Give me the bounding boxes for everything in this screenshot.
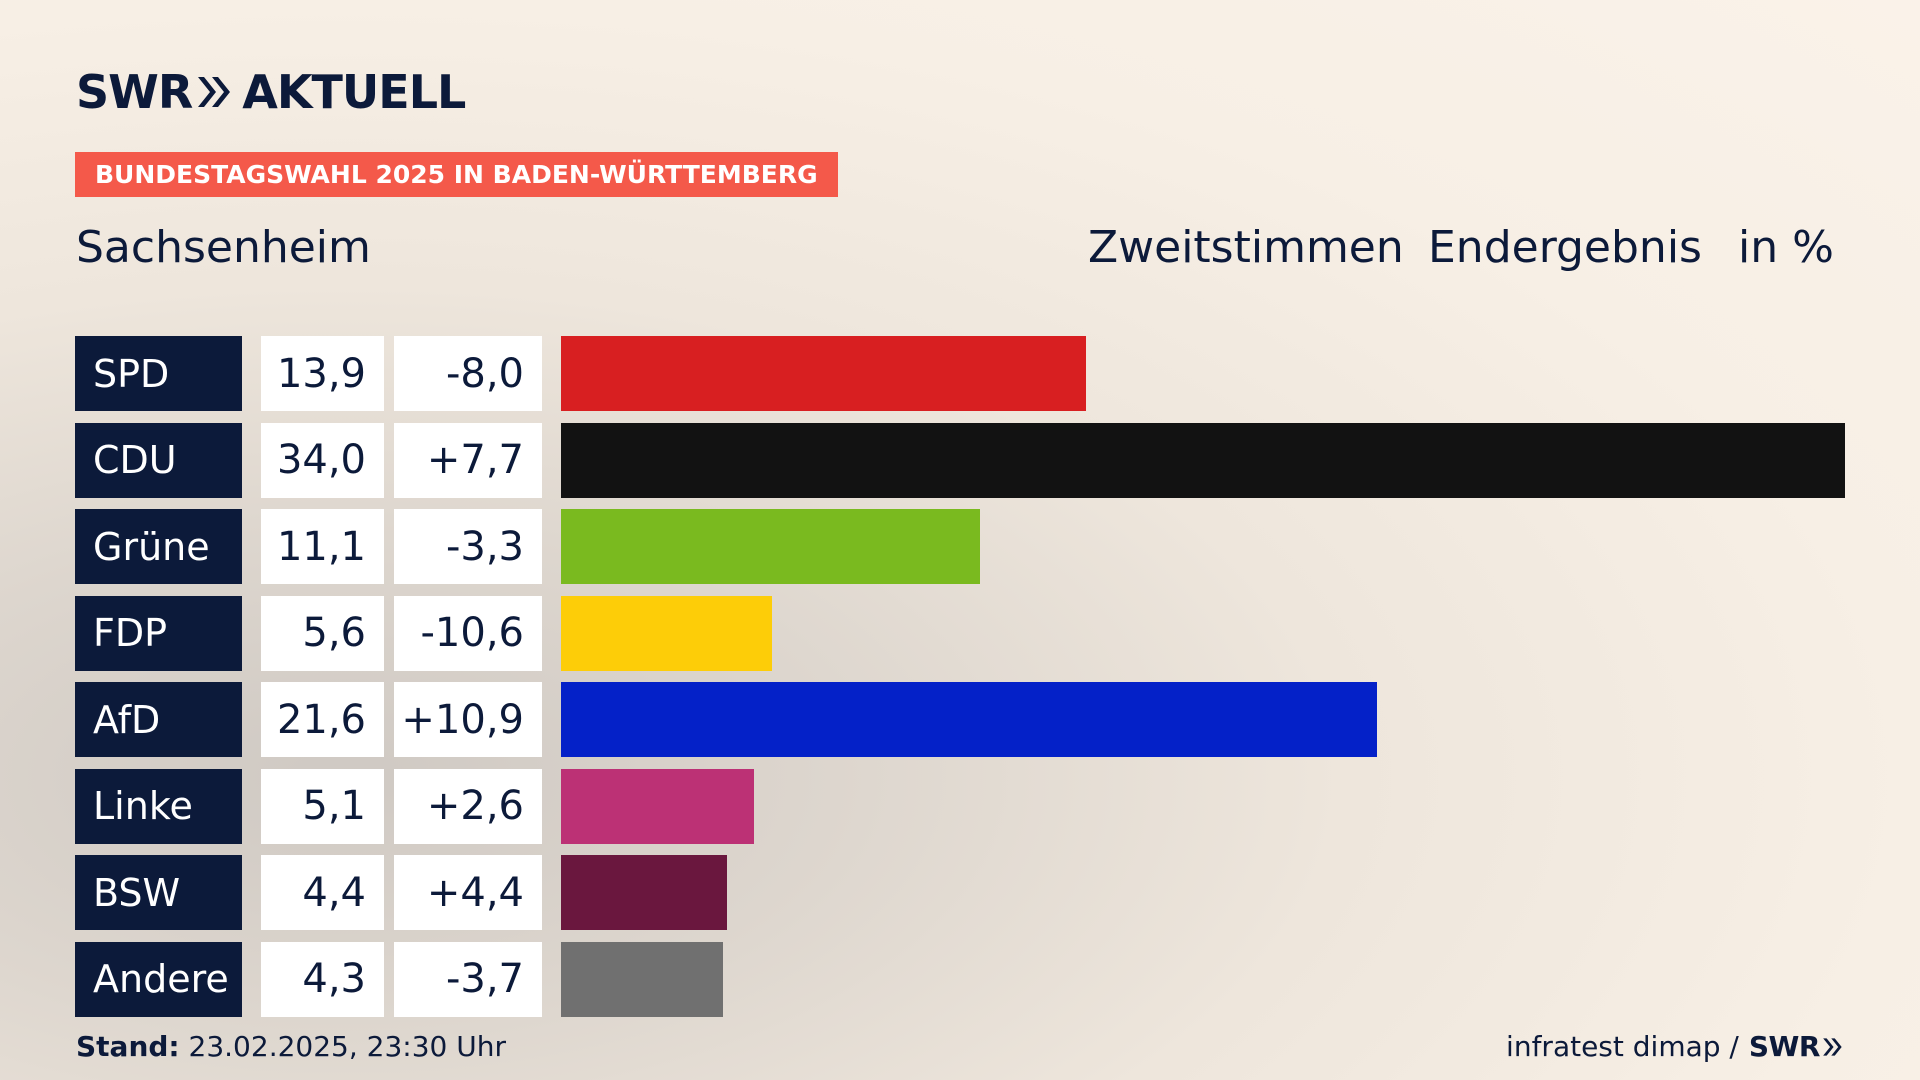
vote-share-value: 5,1	[261, 768, 384, 844]
result-row-6: BSW 4,4 +4,4	[0, 855, 1920, 930]
vote-share-value: 13,9	[261, 336, 384, 411]
place-title: Sachsenheim	[76, 222, 371, 273]
result-bar	[561, 595, 773, 671]
result-bar	[561, 768, 754, 844]
result-bar	[561, 509, 981, 584]
vote-change-value: -10,6	[394, 595, 542, 671]
party-label: Linke	[75, 768, 242, 844]
vote-change-value: +10,9	[394, 682, 542, 757]
logo-aktuell-text: AKTUELL	[242, 65, 466, 119]
vote-change-value: +2,6	[394, 768, 542, 844]
party-label: BSW	[75, 855, 242, 930]
vote-share-value: 4,3	[261, 941, 384, 1017]
double-chevron-icon	[198, 77, 231, 107]
vote-share-value: 34,0	[261, 422, 384, 498]
party-label: SPD	[75, 336, 242, 411]
swr-aktuell-logo: SWR AKTUELL	[76, 65, 466, 119]
vote-share-value: 5,6	[261, 595, 384, 671]
vote-change-value: +4,4	[394, 855, 542, 930]
party-label: Andere	[75, 941, 242, 1017]
result-bar	[561, 336, 1086, 411]
timestamp: Stand: 23.02.2025, 23:30 Uhr	[76, 1030, 506, 1063]
vote-share-value: 21,6	[261, 682, 384, 757]
unit-label: in %	[1738, 222, 1834, 273]
vote-change-value: -8,0	[394, 336, 542, 411]
stand-label: Stand:	[76, 1030, 180, 1063]
vote-change-value: -3,7	[394, 941, 542, 1017]
party-label: FDP	[75, 595, 242, 671]
party-label: Grüne	[75, 509, 242, 584]
result-row-4: AfD 21,6 +10,9	[0, 682, 1920, 757]
vote-share-value: 11,1	[261, 509, 384, 584]
source-text: infratest dimap /	[1506, 1030, 1739, 1063]
vote-type-label: Zweitstimmen	[1088, 222, 1404, 273]
result-row-2: Grüne 11,1 -3,3	[0, 509, 1920, 584]
result-status-label: Endergebnis	[1428, 222, 1702, 273]
result-row-5: Linke 5,1 +2,6	[0, 768, 1920, 844]
party-label: AfD	[75, 682, 242, 757]
result-bar	[561, 941, 724, 1017]
vote-share-value: 4,4	[261, 855, 384, 930]
source-credit: infratest dimap / SWR	[1506, 1030, 1844, 1063]
result-bar	[561, 682, 1377, 757]
party-label: CDU	[75, 422, 242, 498]
vote-change-value: +7,7	[394, 422, 542, 498]
result-row-1: CDU 34,0 +7,7	[0, 422, 1920, 498]
result-row-7: Andere 4,3 -3,7	[0, 941, 1920, 1017]
result-bar	[561, 855, 728, 930]
result-row-3: FDP 5,6 -10,6	[0, 595, 1920, 671]
result-bar	[561, 422, 1845, 498]
logo-swr-text: SWR	[76, 65, 193, 119]
source-swr-logo: SWR	[1748, 1030, 1821, 1063]
vote-change-value: -3,3	[394, 509, 542, 584]
stand-value: 23.02.2025, 23:30 Uhr	[188, 1030, 506, 1063]
result-row-0: SPD 13,9 -8,0	[0, 336, 1920, 411]
double-chevron-icon	[1823, 1037, 1842, 1056]
election-banner: BUNDESTAGSWAHL 2025 IN BADEN-WÜRTTEMBERG	[75, 152, 838, 197]
